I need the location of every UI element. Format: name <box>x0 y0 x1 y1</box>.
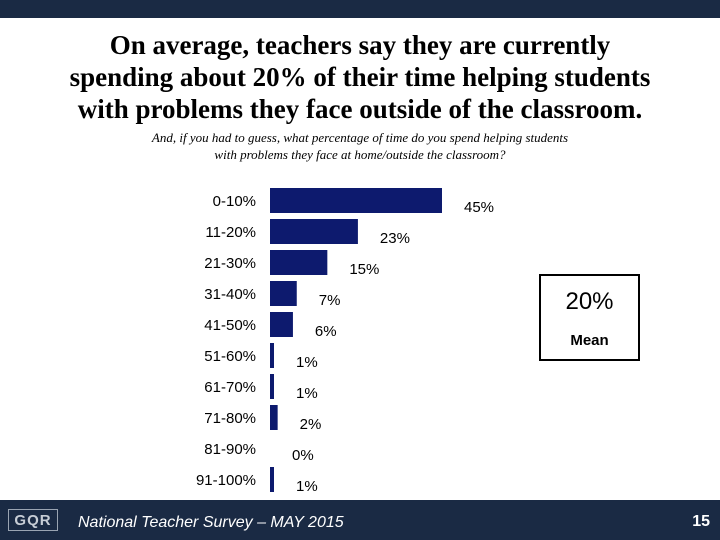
footer-title: National Teacher Survey – MAY 2015 <box>78 514 344 531</box>
category-label: 81-90% <box>204 441 256 458</box>
footer-bar: GQR National Teacher Survey – MAY 2015 1… <box>0 500 720 540</box>
page-number: 15 <box>692 513 710 530</box>
title-line-2: spending about 20% of their time helping… <box>69 62 651 92</box>
bar <box>270 343 274 368</box>
value-label: 1% <box>296 385 318 402</box>
value-label: 1% <box>296 354 318 371</box>
subtitle-line-2: with problems they face at home/outside … <box>214 147 506 162</box>
value-label: 23% <box>380 230 410 247</box>
mean-value: 20% <box>565 288 614 315</box>
bar <box>270 467 274 492</box>
slide-subtitle: And, if you had to guess, what percentag… <box>0 129 720 163</box>
subtitle-line-1: And, if you had to guess, what percentag… <box>151 130 569 145</box>
category-label: 11-20% <box>205 224 256 241</box>
value-label: 2% <box>300 416 322 433</box>
category-label: 41-50% <box>204 317 256 334</box>
bar-chart: 0-10% 45% 11-20% 23% 21-30% 15% 31-40% 7% 41-50%… <box>196 188 494 495</box>
value-label: 1% <box>296 478 318 495</box>
value-label: 0% <box>292 447 314 464</box>
category-label: 61-70% <box>204 379 256 396</box>
bar <box>270 374 274 399</box>
bar <box>270 250 328 275</box>
title-line-1: On average, teachers say they are curren… <box>109 30 611 60</box>
slide-title: On average, teachers say they are curren… <box>0 29 720 125</box>
title-line-3: with problems they face outside of the c… <box>77 94 643 124</box>
category-label: 91-100% <box>196 472 256 489</box>
value-label: 45% <box>464 199 494 216</box>
category-label: 51-60% <box>204 348 256 365</box>
value-label: 15% <box>349 261 379 278</box>
gqr-logo: GQR <box>8 509 58 531</box>
top-bar <box>0 0 720 18</box>
bar <box>270 281 297 306</box>
value-label: 7% <box>319 292 341 309</box>
mean-label: Mean <box>570 332 609 349</box>
value-label: 6% <box>315 323 337 340</box>
category-label: 71-80% <box>204 410 256 427</box>
logo-text: GQR <box>14 511 52 529</box>
bar <box>270 405 278 430</box>
mean-box: 20% Mean <box>539 274 640 361</box>
category-label: 21-30% <box>204 255 256 272</box>
bar <box>270 219 358 244</box>
bar <box>270 188 442 213</box>
category-label: 0-10% <box>213 193 256 210</box>
bar <box>270 312 293 337</box>
category-label: 31-40% <box>204 286 256 303</box>
